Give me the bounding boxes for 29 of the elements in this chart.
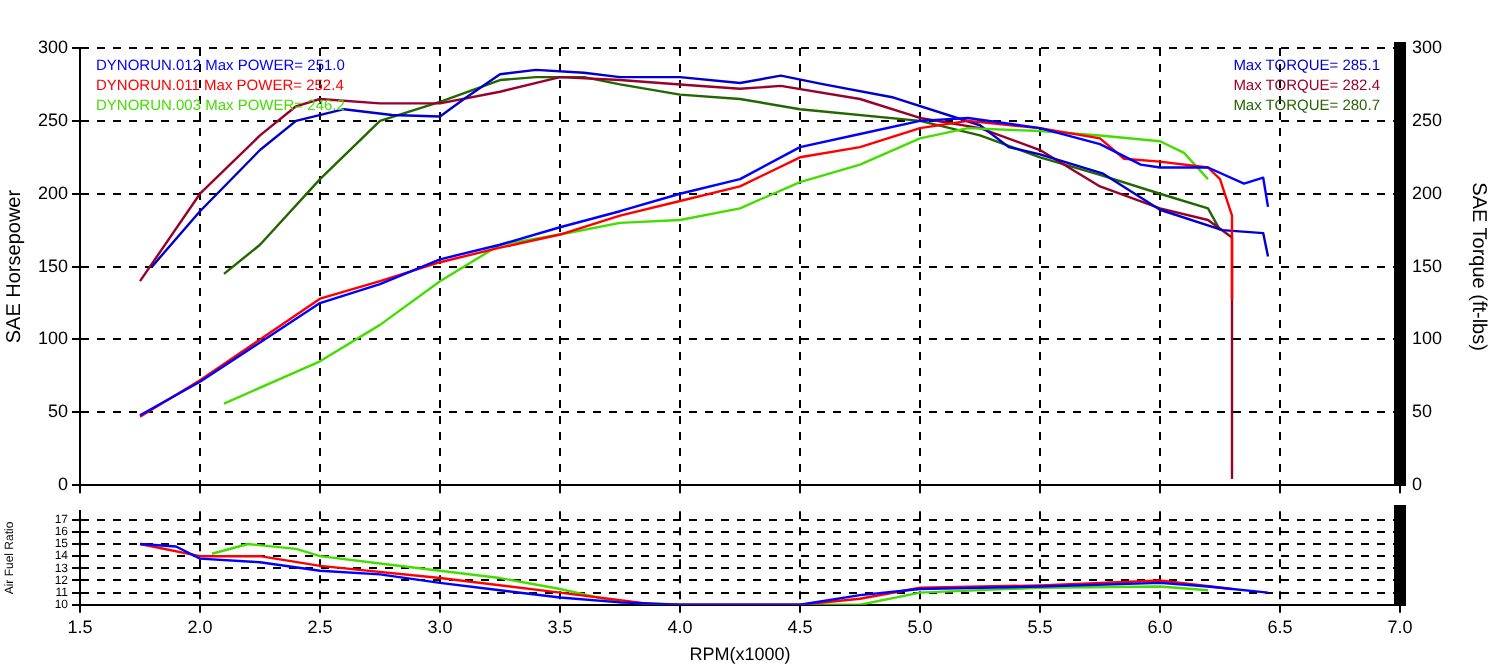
x-tick-label: 7.0: [1387, 616, 1413, 637]
x-tick-label: 3.0: [427, 616, 453, 637]
x-tick-label: 2.5: [307, 616, 333, 637]
y2-tick-label: 200: [1412, 182, 1443, 203]
y2-tick-label: 300: [1412, 36, 1443, 57]
y-tick-label: 100: [37, 328, 68, 349]
y2-tick-label: 150: [1412, 255, 1443, 276]
y2-tick-label: 0: [1412, 474, 1423, 495]
y-tick-label: 200: [37, 182, 68, 203]
x-tick-label: 4.5: [787, 616, 813, 637]
x-tick-label: 5.5: [1027, 616, 1053, 637]
y-tick-label: 50: [47, 401, 68, 422]
y2-tick-label: 250: [1412, 109, 1443, 130]
y2-tick-label: 50: [1412, 401, 1433, 422]
y-tick-label: 250: [37, 109, 68, 130]
y-tick-label: 0: [57, 474, 68, 495]
x-tick-label: 2.0: [187, 616, 213, 637]
y2-tick-label: 100: [1412, 328, 1443, 349]
x-tick-label: 3.5: [547, 616, 573, 637]
y2-axis-title: SAE Torque (ft-lbs): [1466, 182, 1489, 351]
y-tick-label: 150: [37, 255, 68, 276]
y-axis-title: SAE Horsepower: [3, 188, 26, 344]
x-tick-label: 1.5: [67, 616, 93, 637]
x-tick-label: 6.0: [1147, 616, 1173, 637]
x-tick-label: 6.5: [1267, 616, 1293, 637]
x-tick-label: 5.0: [907, 616, 933, 637]
y-tick-label: 300: [37, 36, 68, 57]
x-tick-label: 4.0: [667, 616, 693, 637]
x-axis-title: RPM(x1000): [689, 644, 791, 665]
